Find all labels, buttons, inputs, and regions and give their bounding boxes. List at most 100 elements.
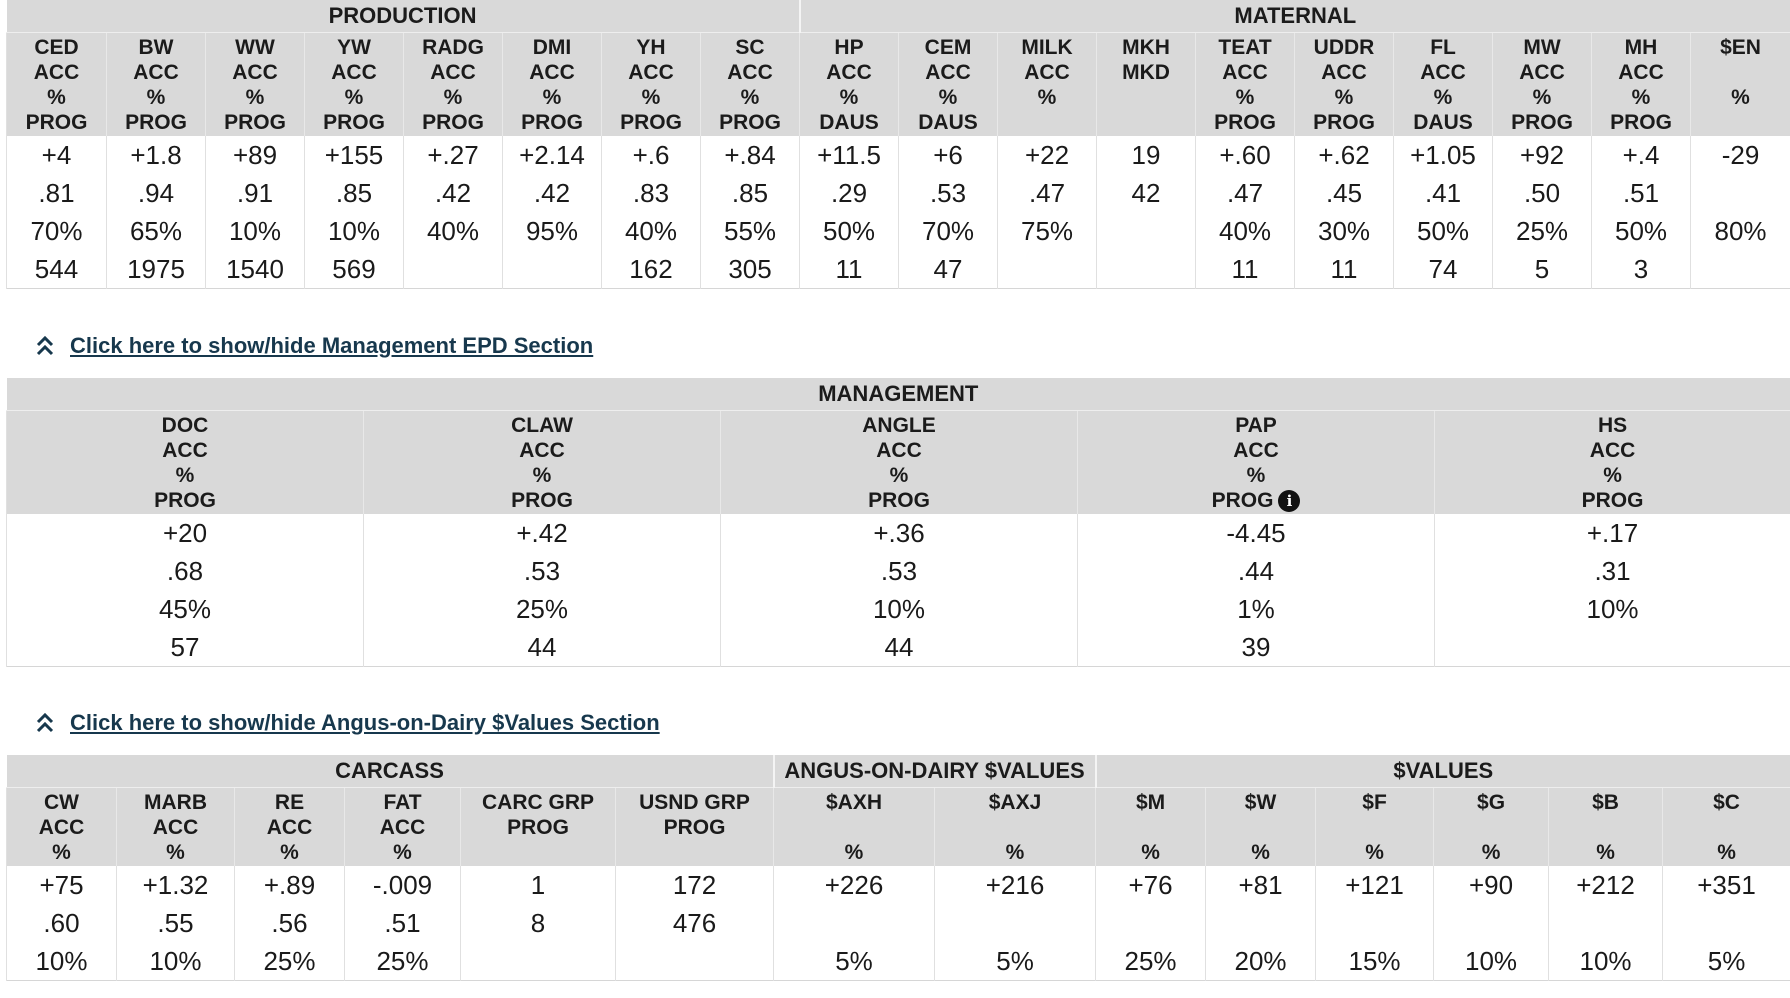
header-line: ACC	[1592, 60, 1690, 85]
column-header-row: CED ACC% PROG BW ACC% PROG WW ACC% PROG YW ACC% PRO…	[6, 32, 1790, 136]
header-line: $F	[1316, 790, 1433, 815]
column-header-dollar-axh: $AXH%	[773, 787, 936, 866]
header-line: MH	[1592, 35, 1690, 60]
header-line: %	[1096, 840, 1205, 865]
header-line-text: %	[1037, 86, 1057, 109]
header-line: %	[1435, 463, 1790, 488]
header-line-text: PROG	[422, 111, 484, 134]
cell-dmi: 95%	[502, 212, 602, 250]
header-line: FL	[1394, 35, 1492, 60]
column-header-dollar-b: $B%	[1548, 787, 1664, 866]
header-line: YH	[602, 35, 700, 60]
header-line-text: %	[52, 841, 71, 864]
toggle-dollar-values-label[interactable]: Click here to show/hide Angus-on-Dairy $…	[70, 710, 660, 735]
header-line	[1096, 815, 1205, 840]
toggle-management-label[interactable]: Click here to show/hide Management EPD S…	[70, 333, 594, 358]
cell-yh: .83	[601, 174, 701, 212]
cell-milk: 75%	[997, 212, 1098, 250]
cell-fl: 50%	[1393, 212, 1494, 250]
header-line: %	[117, 840, 234, 865]
header-line	[1316, 815, 1433, 840]
header-line: MKH	[1097, 35, 1195, 60]
cell-ced: 544	[6, 250, 107, 289]
header-line: PROG	[602, 110, 700, 135]
column-header-dollar-f: $F%	[1315, 787, 1435, 866]
header-line-text: %	[641, 86, 661, 109]
header-line: ACC	[235, 815, 344, 840]
header-line: %	[935, 840, 1095, 865]
column-header-angle: ANGLE ACC% PROG	[720, 410, 1078, 514]
header-line-text: PROG	[323, 111, 385, 134]
cell-usnd-grp: 476	[615, 904, 775, 942]
cell-radg: 40%	[403, 212, 503, 250]
cell-dollar-en: -29	[1690, 136, 1790, 174]
header-line: ACC	[404, 60, 502, 85]
header-line	[461, 840, 615, 865]
toggle-dollar-values-link[interactable]: Click here to show/hide Angus-on-Dairy $…	[36, 710, 660, 736]
column-header-radg: RADG ACC% PROG	[403, 32, 503, 136]
cell-fl: .41	[1393, 174, 1494, 212]
header-line: PROG	[701, 110, 799, 135]
cell-dollar-f: 15%	[1315, 942, 1435, 981]
cell-yw: .85	[304, 174, 404, 212]
header-line-text: %	[1532, 86, 1552, 109]
header-line: DMI	[503, 35, 601, 60]
cell-teat: +.60	[1195, 136, 1296, 174]
group-header-row: PRODUCTION MATERNAL	[6, 0, 1790, 33]
header-line-text: %	[146, 86, 166, 109]
header-line: CED	[7, 35, 106, 60]
cell-dollar-axh	[773, 904, 936, 942]
header-line-text: DAUS	[1413, 111, 1473, 134]
header-line-text: ACC	[1519, 61, 1565, 84]
table-row: 57 44 44 39	[6, 628, 1790, 667]
toggle-management-link[interactable]: Click here to show/hide Management EPD S…	[36, 333, 593, 359]
header-line: %	[1493, 85, 1591, 110]
column-header-dollar-m: $M%	[1095, 787, 1207, 866]
cell-dollar-axj	[934, 904, 1097, 942]
header-line	[998, 110, 1096, 135]
header-line-text: ACC	[1618, 61, 1664, 84]
cell-ww: 10%	[205, 212, 305, 250]
header-line-text: ACC	[1420, 61, 1466, 84]
cell-fat: .51	[344, 904, 461, 942]
cell-dmi: +2.14	[502, 136, 602, 174]
header-line-text: $M	[1135, 791, 1166, 814]
column-header-dmi: DMI ACC% PROG	[502, 32, 602, 136]
header-line: %	[774, 840, 934, 865]
header-line-text: ACC	[1233, 439, 1279, 462]
cell-mkh	[1096, 250, 1197, 289]
table-row: .60.55.56.51 8 476	[6, 904, 1790, 942]
header-line-text: CW	[44, 791, 79, 814]
header-line: ACC	[7, 815, 116, 840]
cell-milk: .47	[997, 174, 1098, 212]
header-line: PROG	[503, 110, 601, 135]
header-line-text: ACC	[826, 61, 872, 84]
header-line-text: %	[1365, 841, 1384, 864]
header-line: $W	[1206, 790, 1315, 815]
column-header-mw: MW ACC% PROG	[1492, 32, 1593, 136]
group-header-carcass: CARCASS	[6, 755, 775, 788]
header-line: %	[701, 85, 799, 110]
header-line-text: %	[166, 841, 185, 864]
table-row: .81.94.91.85.42.42.83.85.29.53.47 42.47.4…	[6, 174, 1790, 212]
cell-dollar-g: +90	[1433, 866, 1550, 904]
cell-cw: +75	[6, 866, 117, 904]
table-row: +20 +.42 +.36 -4.45 +.17	[6, 514, 1790, 552]
header-line: %	[1592, 85, 1690, 110]
header-line-text: %	[1603, 464, 1622, 487]
cell-uddr: 11	[1294, 250, 1395, 289]
cell-milk: +22	[997, 136, 1098, 174]
header-line: %	[7, 85, 106, 110]
header-line: ACC	[1493, 60, 1591, 85]
info-icon[interactable]: i	[1278, 490, 1301, 513]
header-line-text: %	[542, 86, 562, 109]
header-line: %	[1663, 840, 1790, 865]
cell-dollar-c	[1662, 904, 1790, 942]
cell-hp: +11.5	[799, 136, 900, 174]
header-line: %	[1434, 840, 1548, 865]
table-row: 544 1975 1540 569 162 305 11 47 11 11 74 5 3	[6, 250, 1790, 289]
header-line-text: ACC	[925, 61, 971, 84]
cell-marb: .55	[116, 904, 235, 942]
cell-pap: -4.45	[1077, 514, 1435, 552]
header-line: %	[721, 463, 1077, 488]
